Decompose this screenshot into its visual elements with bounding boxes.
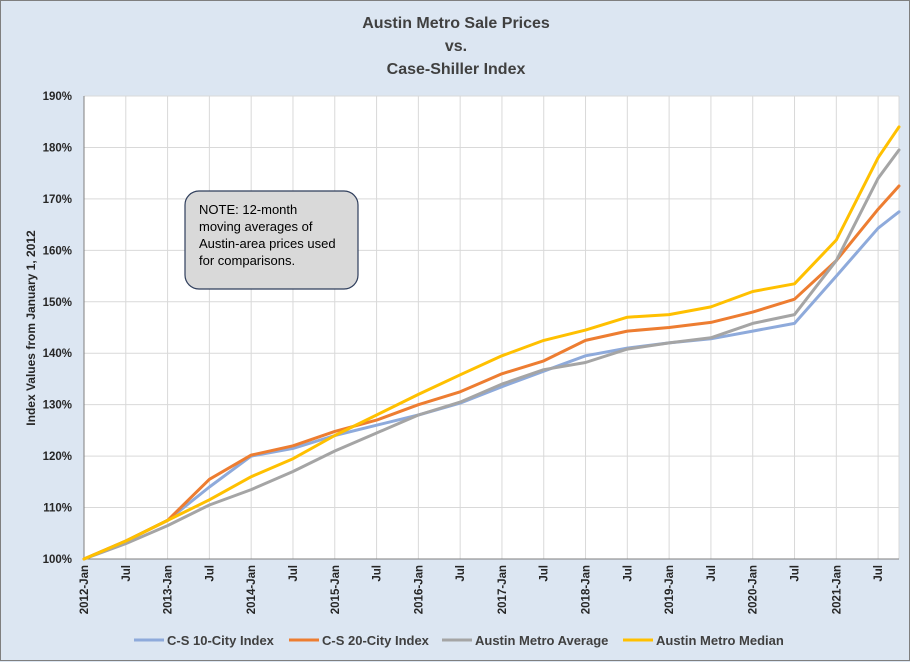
y-tick-label: 180% bbox=[43, 142, 72, 154]
x-tick-label: 2018-Jan bbox=[581, 565, 593, 614]
x-tick-label: 2013-Jan bbox=[163, 565, 175, 614]
x-tick-label: Jul bbox=[455, 565, 467, 582]
y-tick-label: 160% bbox=[43, 245, 72, 257]
x-tick-label: 2021-Jan bbox=[831, 565, 843, 614]
x-tick-label: Jul bbox=[539, 565, 551, 582]
note-line-4: for comparisons. bbox=[199, 253, 295, 268]
legend-label: C-S 10-City Index bbox=[167, 633, 275, 648]
x-tick-label: Jul bbox=[288, 565, 300, 582]
x-tick-label: 2016-Jan bbox=[413, 565, 425, 614]
x-tick-label: Jul bbox=[873, 565, 885, 582]
legend-label: Austin Metro Median bbox=[656, 633, 784, 648]
y-tick-label: 110% bbox=[43, 503, 72, 515]
x-tick-label: Jul bbox=[706, 565, 718, 582]
plot-area bbox=[84, 96, 899, 559]
y-tick-label: 150% bbox=[43, 297, 72, 309]
legend: C-S 10-City Index C-S 20-City Index Austin… bbox=[134, 633, 784, 648]
series-lines bbox=[82, 125, 901, 561]
x-tick-label: Jul bbox=[622, 565, 634, 582]
y-tick-label: 190% bbox=[43, 91, 72, 103]
note-box: NOTE: 12-month moving averages of Austin… bbox=[184, 190, 359, 290]
series-line-austin-metro-median bbox=[82, 125, 901, 561]
chart-title: Austin Metro Sale Prices vs. Case-Shille… bbox=[362, 15, 550, 78]
note-line-3: Austin-area prices used bbox=[199, 236, 336, 251]
x-tick-label: Jul bbox=[372, 565, 384, 582]
note-line-2: moving averages of bbox=[199, 219, 313, 234]
x-tick-label: 2017-Jan bbox=[497, 565, 509, 614]
x-tick-label: 2020-Jan bbox=[748, 565, 760, 614]
series-line-austin-metro-average bbox=[82, 148, 901, 561]
series-line-c-s-10-city-index bbox=[82, 210, 901, 561]
y-tick-label: 100% bbox=[43, 554, 72, 566]
title-line-2: vs. bbox=[445, 38, 467, 55]
y-axis-label: Index Values from January 1, 2012 bbox=[24, 230, 38, 426]
x-tick-label: 2014-Jan bbox=[246, 565, 258, 614]
y-tick-label: 140% bbox=[43, 348, 72, 360]
x-tick-label: Jul bbox=[790, 565, 802, 582]
x-axis-ticks: 2012-Jan Jul 2013-Jan Jul 2014-Jan Jul 2015-Ja… bbox=[79, 565, 885, 614]
note-box-background bbox=[184, 190, 359, 290]
y-tick-label: 170% bbox=[43, 194, 72, 206]
legend-label: Austin Metro Average bbox=[475, 633, 608, 648]
legend-label: C-S 20-City Index bbox=[322, 633, 430, 648]
y-axis-ticks: 100% 110% 120% 130% 140% 150% 160% 170% 180% 190% bbox=[43, 91, 72, 566]
x-tick-label: 2019-Jan bbox=[664, 565, 676, 614]
title-line-1: Austin Metro Sale Prices bbox=[362, 15, 550, 32]
x-tick-label: 2012-Jan bbox=[79, 565, 91, 614]
x-tick-label: Jul bbox=[121, 565, 133, 582]
x-tick-label: 2015-Jan bbox=[330, 565, 342, 614]
title-line-3: Case-Shiller Index bbox=[387, 61, 526, 78]
y-tick-label: 120% bbox=[43, 451, 72, 463]
note-line-1: NOTE: 12-month bbox=[199, 202, 297, 217]
series-line-c-s-20-city-index bbox=[82, 184, 901, 561]
x-tick-label: Jul bbox=[204, 565, 216, 582]
y-tick-label: 130% bbox=[43, 400, 72, 412]
